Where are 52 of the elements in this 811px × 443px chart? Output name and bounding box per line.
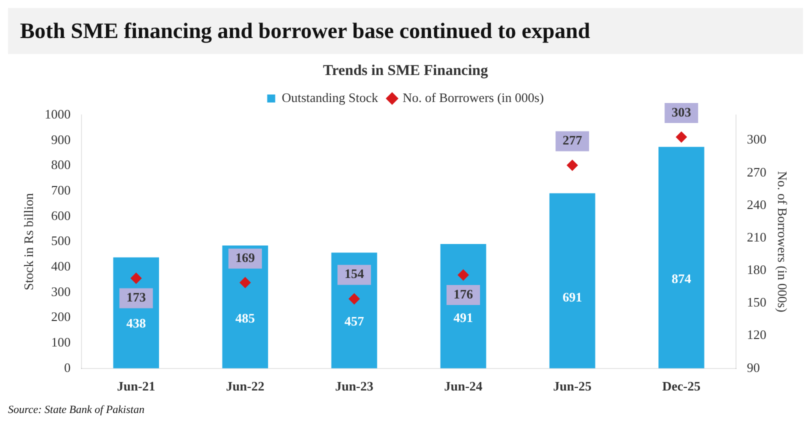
y2-tick-label: 90 bbox=[746, 360, 760, 375]
y-tick-label: 500 bbox=[51, 233, 71, 248]
data-label: 874 bbox=[672, 271, 692, 286]
chart-subtitle: Trends in SME Financing bbox=[323, 62, 488, 79]
y-tick-label: 700 bbox=[51, 182, 71, 198]
x-tick-label: Jun-21 bbox=[116, 378, 156, 394]
x-tick-label: Jun-24 bbox=[444, 378, 483, 394]
y2-tick-label: 240 bbox=[746, 196, 766, 212]
point bbox=[566, 160, 578, 171]
y-tick-label: 200 bbox=[51, 309, 71, 324]
point bbox=[130, 272, 142, 284]
x-tick-label: Jun-22 bbox=[226, 378, 264, 394]
source-note: Source: State Bank of Pakistan bbox=[8, 404, 146, 416]
point bbox=[676, 132, 687, 143]
data-label: 154 bbox=[344, 266, 364, 282]
y2-tick-label: 150 bbox=[746, 294, 766, 310]
point bbox=[240, 277, 251, 288]
data-label: 691 bbox=[562, 290, 582, 305]
y2-tick-label: 120 bbox=[746, 327, 766, 342]
y-tick-label: 400 bbox=[51, 258, 71, 274]
x-tick-label: Dec-25 bbox=[662, 378, 701, 394]
data-label: 303 bbox=[672, 104, 692, 120]
data-label: 169 bbox=[235, 250, 256, 265]
y-tick-label: 300 bbox=[51, 284, 71, 299]
data-label: 438 bbox=[126, 315, 146, 330]
point bbox=[348, 293, 360, 304]
chart-title: Both SME financing and borrower base continued to expand bbox=[8, 8, 803, 54]
legend-label: No. of Borrowers (in 000s) bbox=[402, 90, 544, 105]
y-tick-label: 0 bbox=[64, 360, 71, 375]
y-tick-label: 100 bbox=[51, 334, 71, 350]
y-tick-label: 1000 bbox=[44, 106, 71, 122]
y-tick-label: 900 bbox=[51, 132, 71, 147]
bar bbox=[658, 146, 704, 368]
data-label: 173 bbox=[126, 290, 146, 305]
bar bbox=[549, 193, 596, 368]
y-axis-title: Stock in Rs billion bbox=[21, 192, 36, 290]
x-tick-label: Jun-25 bbox=[553, 378, 592, 394]
legend-label: Outstanding Stock bbox=[282, 90, 379, 105]
point bbox=[458, 269, 469, 280]
data-label: 277 bbox=[562, 132, 583, 148]
data-label: 176 bbox=[454, 286, 474, 302]
data-label: 457 bbox=[344, 313, 364, 328]
y2-tick-label: 180 bbox=[746, 262, 766, 278]
y2-tick-label: 270 bbox=[746, 164, 766, 180]
y2-tick-label: 300 bbox=[746, 132, 766, 147]
data-label: 491 bbox=[454, 310, 474, 325]
y2-tick-label: 210 bbox=[746, 229, 766, 244]
y-tick-label: 800 bbox=[51, 157, 71, 172]
x-tick-label: Jun-23 bbox=[335, 378, 374, 394]
data-label: 485 bbox=[235, 310, 256, 326]
y2-axis-title: No. of Borrowers (in 000s) bbox=[774, 171, 790, 312]
y-tick-label: 600 bbox=[51, 208, 71, 223]
